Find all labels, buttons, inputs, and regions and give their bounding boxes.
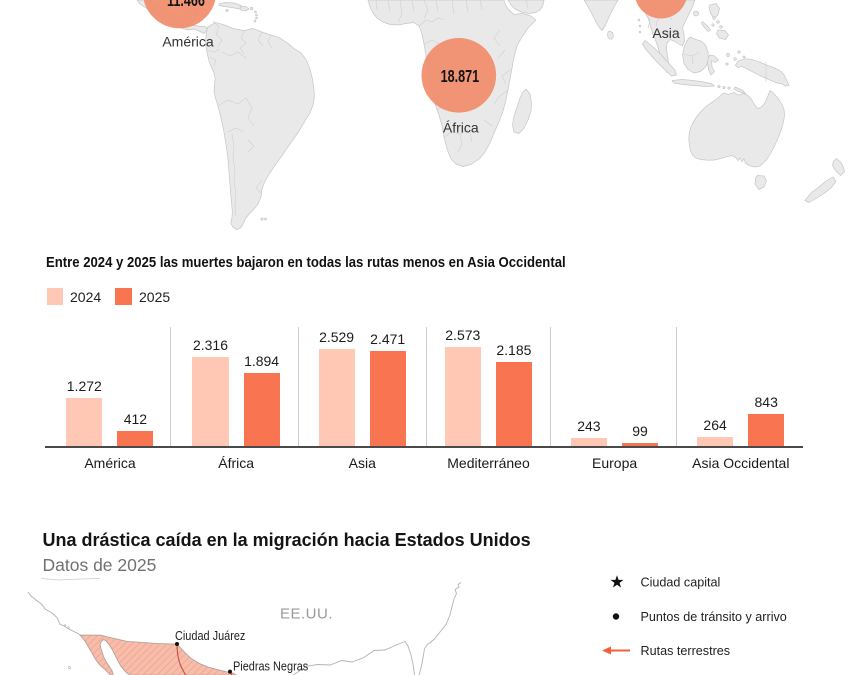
svg-text:África: África (443, 120, 479, 136)
svg-text:Ciudad Juárez: Ciudad Juárez (175, 628, 245, 643)
svg-text:18.871: 18.871 (441, 67, 480, 86)
svg-text:Ciudad capital: Ciudad capital (641, 576, 721, 590)
svg-text:Piedras Negras: Piedras Negras (233, 659, 308, 674)
svg-text:11.466: 11.466 (167, 0, 205, 10)
svg-text:Puntos de tránsito y arrivo: Puntos de tránsito y arrivo (641, 610, 787, 624)
svg-text:Rutas terrestres: Rutas terrestres (641, 644, 731, 658)
svg-text:América: América (162, 34, 214, 50)
svg-text:Asia: Asia (652, 25, 679, 41)
svg-text:EE.UU.: EE.UU. (280, 606, 333, 623)
